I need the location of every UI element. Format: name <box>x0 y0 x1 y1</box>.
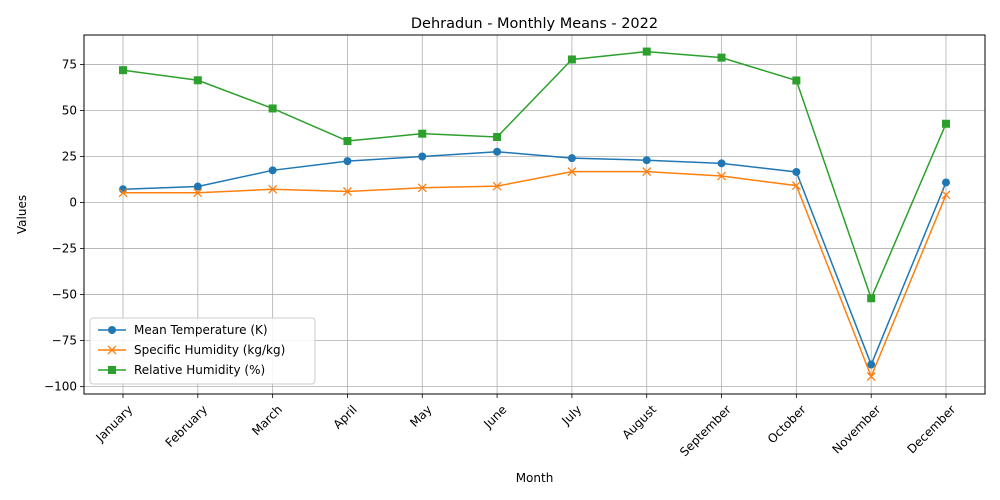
data-point <box>717 53 726 62</box>
y-tick-label: 75 <box>62 57 77 71</box>
legend-label: Mean Temperature (K) <box>134 323 268 337</box>
data-point <box>642 167 652 177</box>
data-point <box>867 294 876 303</box>
series-1 <box>119 147 950 369</box>
data-point <box>791 181 801 191</box>
data-point <box>567 167 577 177</box>
y-tick-label: 25 <box>62 150 77 164</box>
series-line <box>122 50 947 301</box>
grid <box>84 35 985 394</box>
data-point <box>492 181 502 191</box>
legend-item: Mean Temperature (K) <box>98 323 268 337</box>
data-point <box>717 159 726 168</box>
legend-label: Relative Humidity (%) <box>134 363 265 377</box>
legend-item: Specific Humidity (kg/kg) <box>98 343 285 357</box>
data-point <box>567 55 576 64</box>
series-group <box>118 47 951 381</box>
legend-label: Specific Humidity (kg/kg) <box>134 343 285 357</box>
legend-item: Relative Humidity (%) <box>98 363 265 377</box>
data-point <box>792 76 801 85</box>
data-point <box>642 156 651 165</box>
data-point <box>343 137 352 146</box>
legend-box <box>89 317 316 385</box>
data-point <box>118 188 128 198</box>
data-point <box>268 166 277 175</box>
data-point <box>567 154 576 163</box>
y-tick-label: −25 <box>52 242 77 256</box>
data-point <box>417 183 427 193</box>
series-3 <box>119 47 950 303</box>
data-point <box>867 360 876 369</box>
data-point <box>493 132 502 141</box>
legend-marker <box>108 326 116 334</box>
y-tick-label: −75 <box>52 334 77 348</box>
data-point <box>268 104 277 113</box>
chart-title: Dehradun - Monthly Means - 2022 <box>411 16 658 32</box>
data-point <box>268 184 278 194</box>
data-point <box>792 167 801 176</box>
series-line <box>122 150 947 367</box>
data-point <box>642 47 651 56</box>
series-line <box>123 170 947 379</box>
data-point <box>119 66 127 75</box>
series-2 <box>118 167 951 381</box>
data-point <box>941 190 951 200</box>
data-point <box>343 157 352 166</box>
plot-frame <box>83 34 986 395</box>
data-point <box>717 171 727 181</box>
data-point <box>942 119 950 128</box>
data-point <box>418 129 427 138</box>
legend-marker <box>107 345 117 355</box>
data-point <box>193 76 202 85</box>
data-point <box>342 187 352 196</box>
data-point <box>493 147 502 156</box>
y-axis-label: Values <box>15 195 29 234</box>
data-point <box>193 188 203 198</box>
data-point <box>942 178 950 187</box>
y-axis: −100 −75 −50 −25 0 25 50 75 <box>44 57 84 394</box>
y-tick-label: 50 <box>62 103 77 117</box>
data-point <box>866 372 876 381</box>
y-tick-label: −100 <box>44 380 77 394</box>
y-tick-label: 0 <box>69 196 77 210</box>
data-point <box>418 152 427 161</box>
legend: Mean Temperature (K) Specific Humidity (k… <box>89 317 316 385</box>
y-tick-label: −50 <box>52 288 77 302</box>
x-axis-label: Month <box>516 471 554 485</box>
data-point <box>193 182 202 191</box>
legend-marker <box>108 366 116 374</box>
